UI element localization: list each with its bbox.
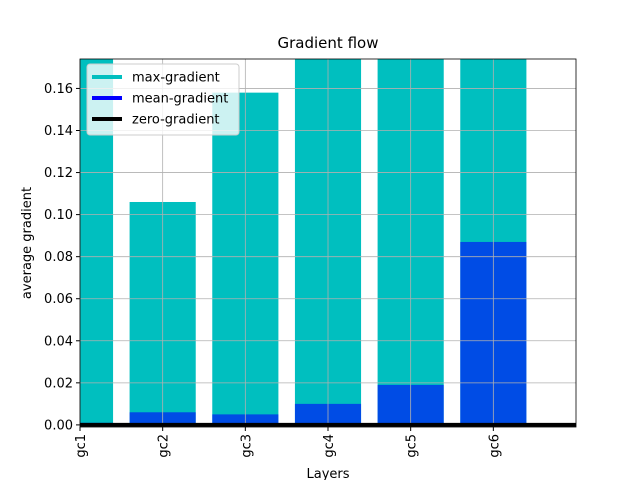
legend-label: max-gradient (132, 71, 220, 86)
legend-label: mean-gradient (132, 92, 228, 107)
y-tick-label: 0.16 (44, 82, 73, 97)
x-tick-label: gc2 (157, 434, 172, 458)
x-tick-label: gc4 (322, 434, 337, 458)
x-tick-label: gc1 (74, 434, 89, 458)
y-tick-label: 0.06 (44, 292, 73, 307)
y-tick-label: 0.02 (44, 376, 73, 391)
y-axis-label: average gradient (20, 187, 35, 299)
y-tick-label: 0.10 (44, 208, 73, 223)
legend-label: zero-gradient (132, 113, 220, 128)
overlay: 0.00 0.02 0.04 0.06 0.08 0.10 0.12 0.14 0.16 gc1 g… (44, 58, 577, 458)
y-tick-label: 0.14 (44, 124, 73, 139)
y-tick-label: 0.12 (44, 166, 73, 181)
x-tick-label: gc6 (487, 434, 502, 458)
y-tick-label: 0.00 (44, 418, 73, 433)
chart-title: Gradient flow (278, 34, 379, 52)
y-tick-label: 0.08 (44, 250, 73, 265)
axes-frame (79, 58, 577, 428)
y-tick-label: 0.04 (44, 334, 73, 349)
x-axis-label: Layers (306, 467, 349, 480)
x-tick-label: gc3 (239, 434, 254, 458)
legend-box (86, 63, 240, 136)
x-tick-label: gc5 (405, 434, 420, 458)
